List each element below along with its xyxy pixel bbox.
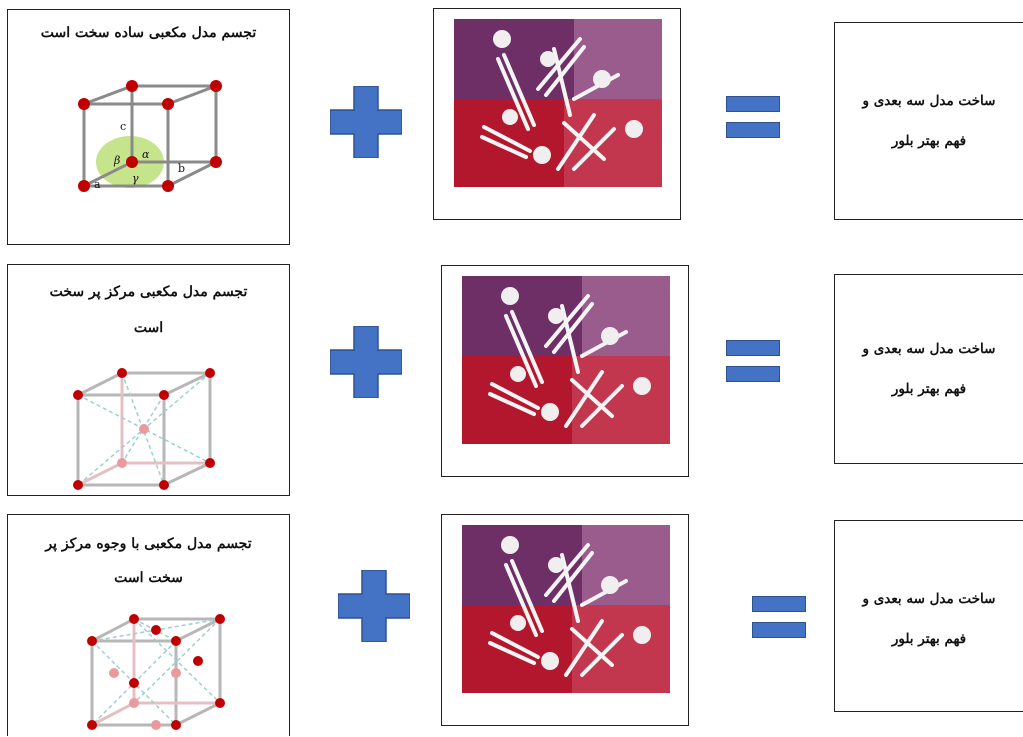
row1-photo-frame: [433, 8, 681, 220]
center-atom: [139, 424, 149, 434]
atom-back: [117, 458, 127, 468]
atom: [215, 698, 225, 708]
plus-icon: [338, 570, 410, 642]
body-centered-cubic-diagram: [73, 368, 215, 490]
label-a: a: [94, 178, 101, 191]
face-atom: [193, 656, 203, 666]
row3-model-title-line1: تجسم مدل مکعبی با وجوه مرکز پر: [45, 536, 252, 552]
face-centered-cubic-diagram: [87, 614, 225, 730]
equals-icon: [726, 96, 780, 138]
row2-model-panel: تجسم مدل مکعبی مرکز پر سخت است: [7, 264, 290, 496]
atom: [210, 80, 222, 92]
face-atom: [129, 678, 139, 688]
atom: [162, 98, 174, 110]
atom: [78, 180, 90, 192]
atom: [159, 390, 169, 400]
face-atom: [151, 625, 161, 635]
atom: [87, 636, 97, 646]
result-text-line1: ساخت مدل سه بعدی و: [862, 93, 996, 109]
atom: [126, 80, 138, 92]
plus-icon: [330, 326, 402, 398]
equals-icon: [752, 596, 806, 638]
atom: [117, 368, 127, 378]
result-text-line2: فهم بهتر بلور: [891, 133, 967, 149]
atom: [78, 98, 90, 110]
row1-model-panel: تجسم مدل مکعبی ساده سخت است c b a α β γ: [7, 9, 290, 245]
row2-photo-frame: [441, 265, 689, 477]
row3-model-panel: تجسم مدل مکعبی با وجوه مرکز پر سخت است: [7, 514, 290, 736]
result-text-line2: فهم بهتر بلور: [891, 381, 967, 397]
atom: [126, 156, 138, 168]
model-photo: [454, 19, 662, 187]
row2-model-title-line2: است: [133, 320, 164, 336]
row1-result-panel: ساخت مدل سه بعدی و فهم بهتر بلور: [834, 22, 1023, 220]
atom: [159, 480, 169, 490]
row2-model-title-line1: تجسم مدل مکعبی مرکز پر سخت: [49, 284, 248, 300]
atom: [73, 390, 83, 400]
atom: [171, 720, 181, 730]
atom: [210, 156, 222, 168]
result-text-line1: ساخت مدل سه بعدی و: [862, 591, 996, 607]
face-atom-back: [151, 720, 161, 730]
row3-photo-frame: [441, 514, 689, 726]
equals-icon: [726, 340, 780, 382]
label-beta: β: [113, 154, 120, 167]
model-photo: [462, 276, 670, 444]
row3-result-panel: ساخت مدل سه بعدی و فهم بهتر بلور: [834, 520, 1023, 712]
face-atom-back: [129, 698, 139, 708]
atom: [205, 458, 215, 468]
label-alpha: α: [142, 148, 150, 161]
atom: [129, 614, 139, 624]
row1-model-title: تجسم مدل مکعبی ساده سخت است: [40, 25, 257, 41]
label-b: b: [178, 162, 185, 175]
face-atom-back: [109, 668, 119, 678]
row3-model-title-line2: سخت است: [114, 570, 183, 586]
atom: [205, 368, 215, 378]
atom: [215, 614, 225, 624]
plus-icon: [330, 86, 402, 158]
atom: [87, 720, 97, 730]
atom: [73, 480, 83, 490]
label-c: c: [120, 120, 126, 133]
result-text-line2: فهم بهتر بلور: [891, 631, 967, 647]
atom: [162, 180, 174, 192]
simple-cubic-diagram: c b a α β γ: [78, 80, 222, 192]
face-atom-back: [171, 668, 181, 678]
row2-result-panel: ساخت مدل سه بعدی و فهم بهتر بلور: [834, 274, 1023, 464]
atom: [171, 636, 181, 646]
model-photo: [462, 525, 670, 693]
label-gamma: γ: [132, 172, 139, 185]
result-text-line1: ساخت مدل سه بعدی و: [862, 341, 996, 357]
